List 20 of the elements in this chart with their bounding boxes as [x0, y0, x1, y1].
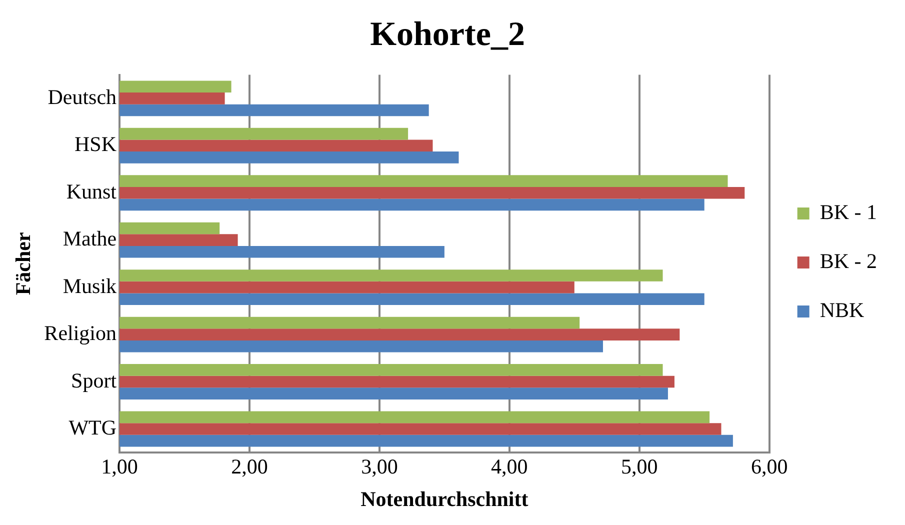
y-tick-label: HSK — [74, 132, 117, 156]
x-axis-title: Notendurchschnitt — [360, 486, 528, 511]
x-tick-label: 1,00 — [101, 454, 138, 479]
x-tick-label: 2,00 — [231, 454, 268, 479]
chart-title: Kohorte_2 — [370, 16, 525, 54]
y-tick-label: Sport — [71, 368, 117, 392]
y-tick-label: Musik — [62, 274, 118, 298]
x-tick-label: 3,00 — [361, 454, 398, 479]
legend-label: NBK — [820, 298, 864, 322]
legend-label: BK - 1 — [820, 200, 878, 224]
y-tick-label: Mathe — [62, 226, 117, 251]
x-tick-label: 6,00 — [750, 454, 788, 479]
y-tick-label: Religion — [44, 321, 118, 346]
y-tick-label: Kunst — [66, 179, 117, 204]
y-tick-label: WTG — [68, 416, 117, 440]
x-tick-label: 5,00 — [621, 454, 658, 479]
y-tick-label: Deutsch — [48, 84, 118, 109]
legend-label: BK - 2 — [820, 249, 878, 274]
x-tick-label: 4,00 — [491, 454, 528, 479]
y-axis-title: Fächer — [11, 232, 36, 296]
